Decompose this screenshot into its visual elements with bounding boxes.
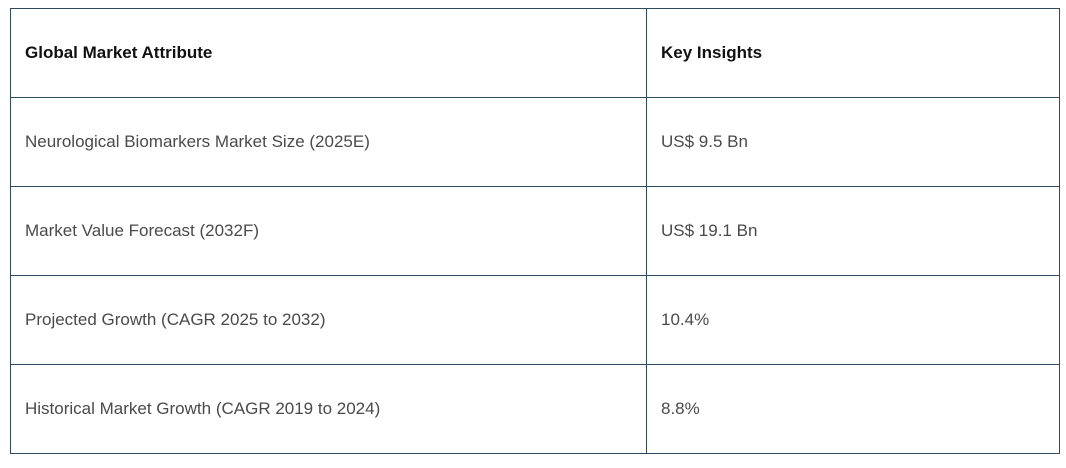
header-key-insights: Key Insights [646,8,1060,98]
table-row: Market Value Forecast (2032F) US$ 19.1 B… [10,186,1060,276]
market-attributes-table: Global Market Attribute Key Insights Neu… [10,8,1060,454]
table-row: Projected Growth (CAGR 2025 to 2032) 10.… [10,275,1060,365]
attribute-cell: Market Value Forecast (2032F) [10,186,647,276]
insight-cell: US$ 9.5 Bn [646,97,1060,187]
header-global-market-attribute: Global Market Attribute [10,8,647,98]
attribute-cell: Neurological Biomarkers Market Size (202… [10,97,647,187]
insight-cell: 10.4% [646,275,1060,365]
insight-cell: 8.8% [646,364,1060,454]
attribute-cell: Projected Growth (CAGR 2025 to 2032) [10,275,647,365]
table-row: Neurological Biomarkers Market Size (202… [10,97,1060,187]
table-row: Historical Market Growth (CAGR 2019 to 2… [10,364,1060,454]
attribute-cell: Historical Market Growth (CAGR 2019 to 2… [10,364,647,454]
insight-cell: US$ 19.1 Bn [646,186,1060,276]
table-header-row: Global Market Attribute Key Insights [10,8,1060,98]
